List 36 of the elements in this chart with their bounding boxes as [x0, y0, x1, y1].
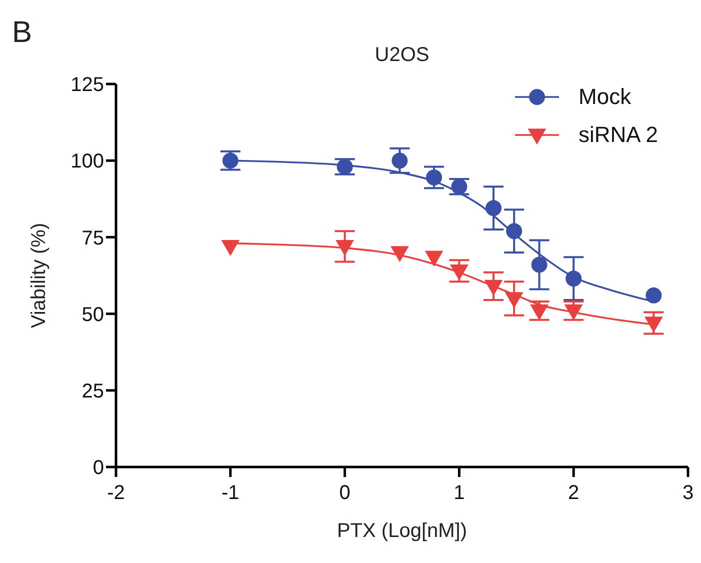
- y-tick-label: 25: [82, 380, 104, 402]
- chart-title: U2OS: [374, 44, 430, 67]
- point: [424, 250, 444, 267]
- legend-label: siRNA 2: [578, 122, 658, 148]
- point: [530, 304, 548, 320]
- y-tick-label: 75: [82, 227, 104, 250]
- point: [390, 246, 409, 262]
- point: [504, 292, 524, 308]
- legend-label: Mock: [578, 84, 632, 110]
- point: [486, 200, 502, 216]
- point: [564, 304, 583, 320]
- text: B: [12, 16, 32, 50]
- point: [336, 240, 354, 256]
- x-tick-label: -1: [222, 482, 240, 504]
- point: [336, 158, 353, 175]
- y-tick-label: 50: [82, 304, 104, 326]
- x-tick-label: 0: [339, 482, 350, 504]
- y-axis-title: Viability (%): [28, 222, 50, 328]
- point: [451, 178, 468, 195]
- y-tick-label: 125: [70, 74, 104, 96]
- x-tick-label: -2: [107, 482, 125, 504]
- x-tick-label: 2: [568, 482, 580, 504]
- point: [506, 223, 522, 240]
- x-axis-title: PTX (Log[nM]): [336, 520, 468, 542]
- point: [644, 316, 663, 333]
- x-tick-label: 1: [454, 482, 465, 504]
- point: [221, 240, 240, 256]
- y-tick-label: 0: [92, 457, 104, 480]
- y-tick-label: 100: [70, 150, 104, 173]
- point: [484, 280, 503, 296]
- point: [531, 256, 548, 273]
- point: [566, 270, 582, 287]
- x-tick-label: 3: [682, 482, 694, 504]
- point: [426, 169, 442, 186]
- point: [450, 264, 468, 281]
- point: [392, 152, 408, 169]
